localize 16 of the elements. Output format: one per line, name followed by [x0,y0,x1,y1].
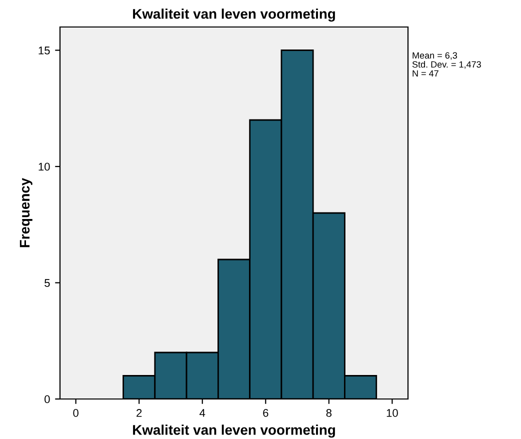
x-tick-label: 2 [136,409,142,417]
text: Std. Dev. = 1,473 [412,61,481,69]
x-tick-label: 4 [200,409,206,417]
y-tick-label: 10 [38,162,50,171]
x-tick-label: 6 [263,409,268,417]
y-axis-title: Frequency [20,178,32,248]
y-tick-label: 5 [44,279,50,287]
text: N = 47 [412,70,438,77]
x-tick-label: 8 [326,409,332,417]
x-axis-title: Kwaliteit van leven voormeting [133,424,335,438]
y-tick-label: 0 [44,395,50,404]
y-tick-label: 15 [38,46,50,54]
x-tick-label: 0 [73,409,78,417]
text: Mean = 6,3 [412,52,458,60]
chart-title: Kwaliteit van leven voormeting [133,8,335,22]
x-tick-label: 10 [386,409,398,417]
